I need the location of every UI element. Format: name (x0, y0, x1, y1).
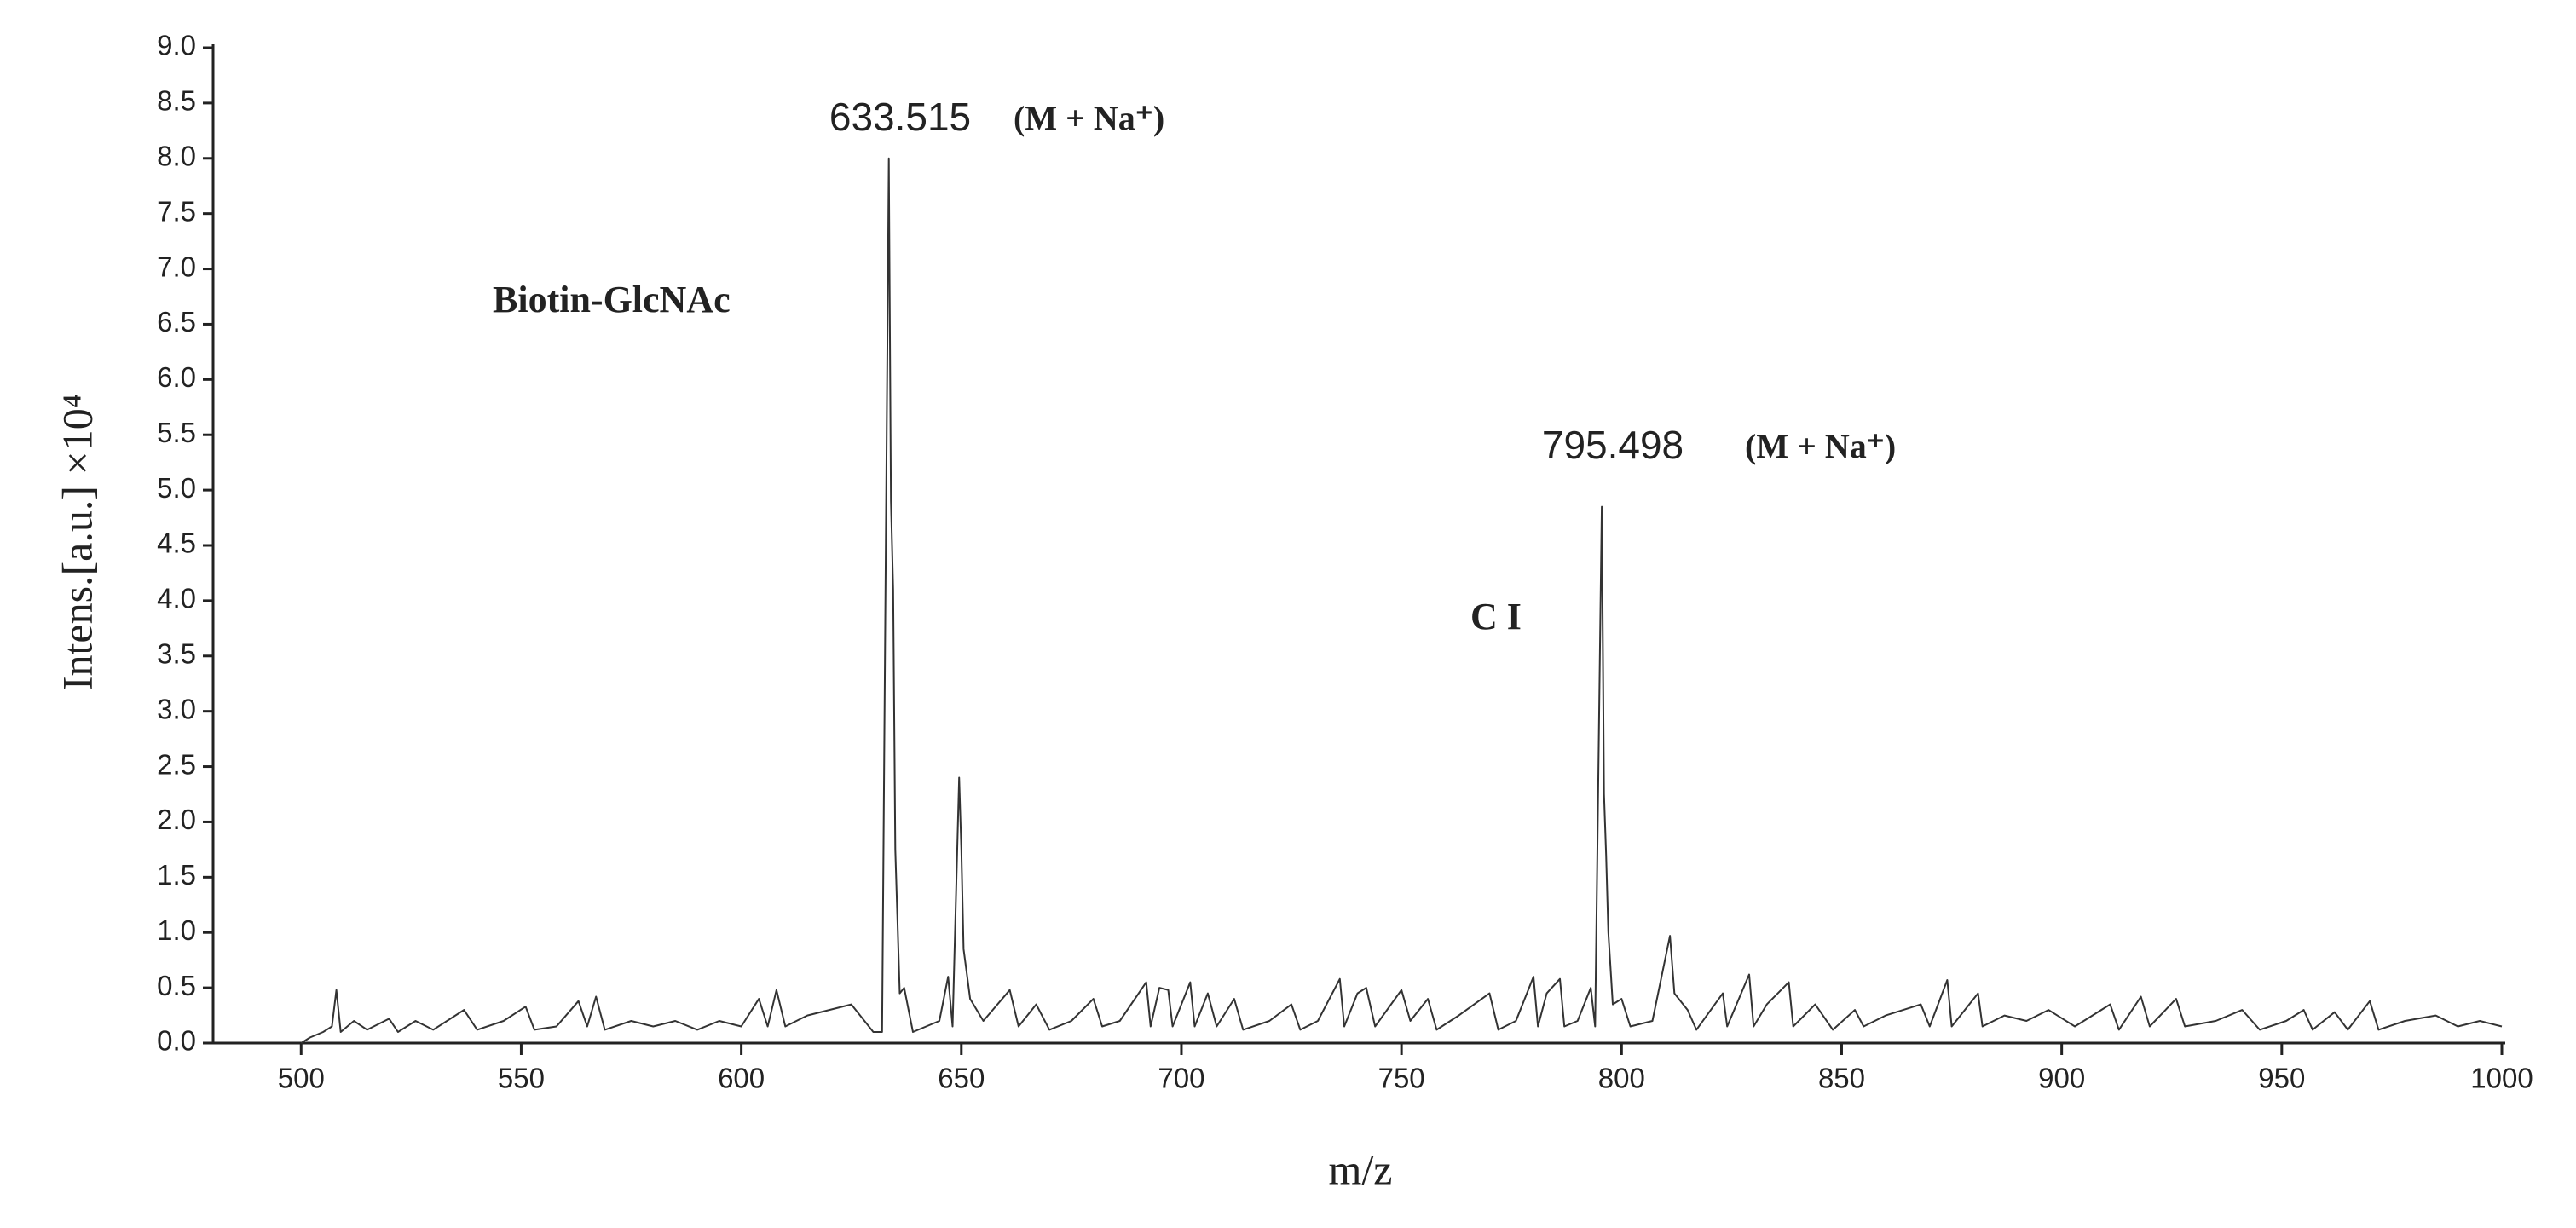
y-tick-label: 4.0 (157, 583, 196, 614)
y-tick-label: 5.5 (157, 417, 196, 448)
spectrum-line (300, 157, 2503, 1044)
y-tick-label: 6.5 (157, 306, 196, 337)
x-axis-label: m/z (1329, 1145, 1393, 1193)
x-tick-label: 500 (278, 1063, 325, 1094)
y-tick-label: 0.5 (157, 970, 196, 1001)
y-tick-label: 7.5 (157, 195, 196, 227)
x-tick-label: 850 (1818, 1063, 1865, 1094)
x-tick-label: 800 (1598, 1063, 1645, 1094)
annotation: (M + Na⁺) (1745, 427, 1896, 465)
y-tick-label: 2.5 (157, 748, 196, 780)
y-tick-label: 7.0 (157, 251, 196, 282)
annotation: 795.498 (1542, 423, 1684, 467)
y-tick-label: 8.5 (157, 85, 196, 117)
x-tick-label: 600 (718, 1063, 765, 1094)
y-tick-label: 4.5 (157, 528, 196, 559)
y-tick-label: 3.0 (157, 693, 196, 724)
y-tick-label: 0.0 (157, 1025, 196, 1057)
x-tick-label: 950 (2258, 1063, 2305, 1094)
y-tick-label: 5.0 (157, 472, 196, 504)
x-tick-label: 550 (498, 1063, 545, 1094)
y-tick-label: 2.0 (157, 804, 196, 835)
y-tick-label: 8.0 (157, 140, 196, 171)
x-tick-label: 700 (1158, 1063, 1204, 1094)
annotation: (M + Na⁺) (1014, 99, 1164, 137)
y-axis-label: Intens.[a.u.] ×10⁴ (53, 394, 101, 690)
x-tick-label: 1000 (2470, 1063, 2533, 1094)
y-tick-label: 9.0 (157, 30, 196, 61)
x-tick-label: 650 (938, 1063, 985, 1094)
annotation: C I (1470, 596, 1522, 637)
annotation: Biotin-GlcNAc (493, 279, 731, 320)
y-tick-label: 1.0 (157, 914, 196, 946)
y-tick-label: 6.0 (157, 361, 196, 393)
y-tick-label: 3.5 (157, 637, 196, 669)
x-tick-label: 750 (1378, 1063, 1425, 1094)
annotation: 633.515 (829, 95, 971, 139)
y-tick-label: 1.5 (157, 859, 196, 891)
x-tick-label: 900 (2038, 1063, 2085, 1094)
